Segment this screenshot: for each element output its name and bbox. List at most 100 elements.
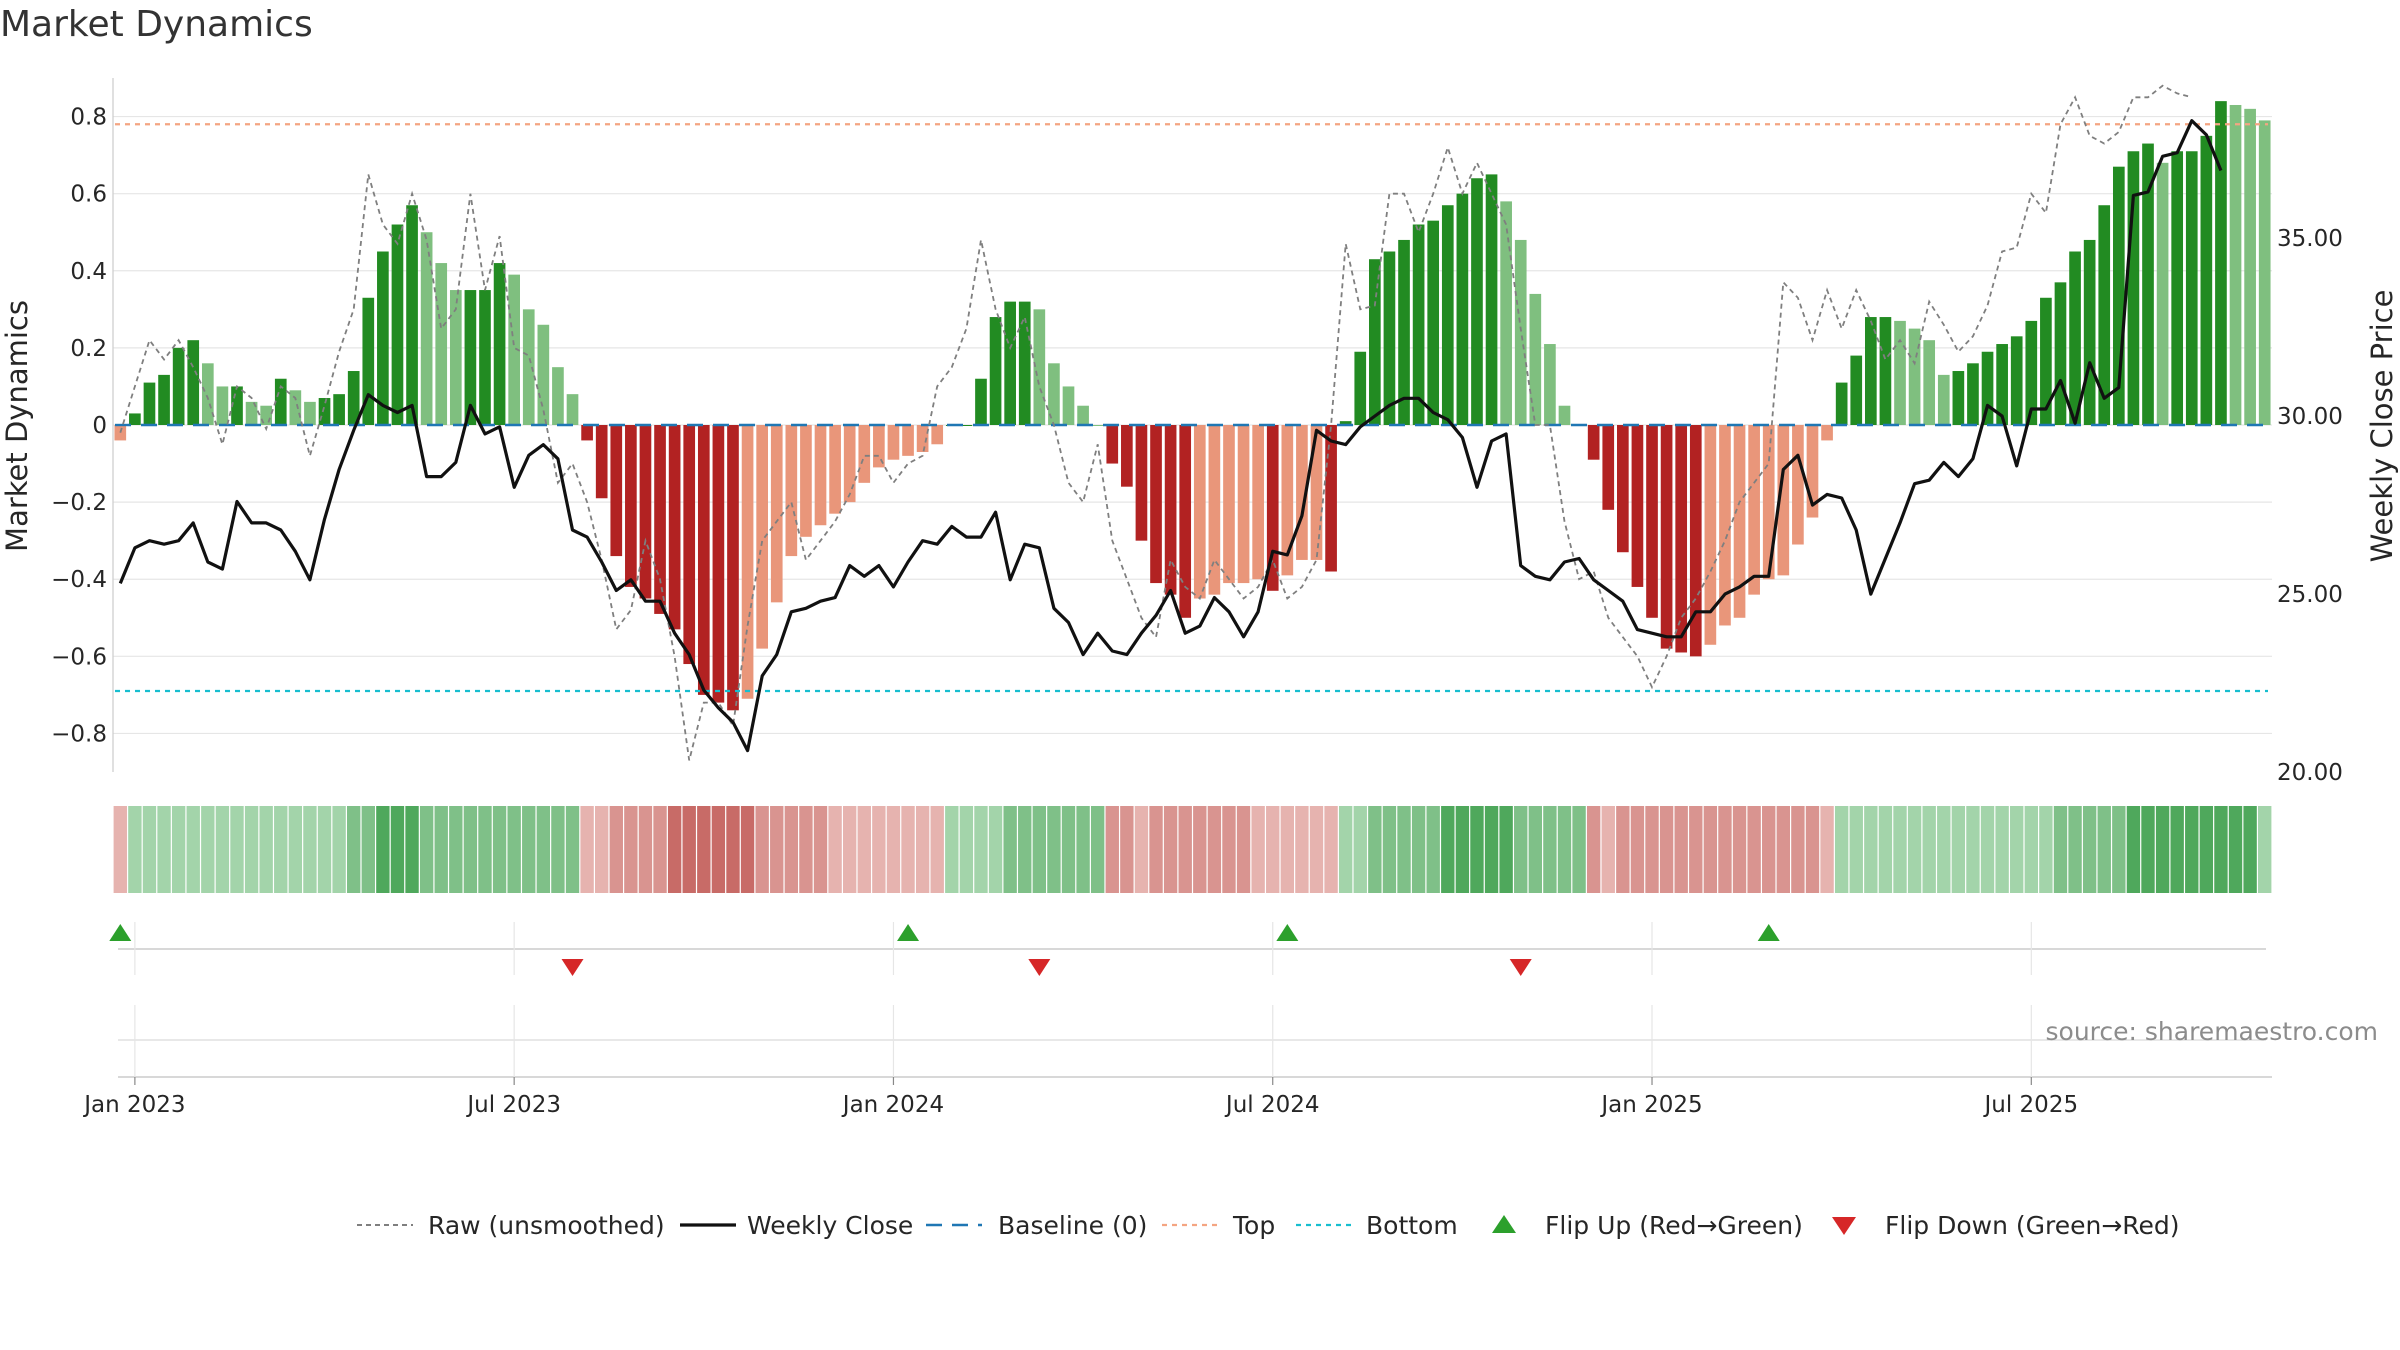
dynamics-bar (1062, 386, 1075, 425)
regime-cell (813, 806, 828, 893)
regime-cell (2214, 806, 2228, 893)
regime-cell (872, 806, 886, 893)
regime-cell (1484, 806, 1499, 893)
regime-cell (799, 806, 813, 893)
dynamics-bar (1208, 425, 1221, 595)
regime-cell (930, 806, 944, 893)
regime-cell (390, 806, 405, 893)
regime-cell (2082, 806, 2097, 893)
legend-swatch-flip-down (1832, 1217, 1856, 1235)
dynamics-bar (902, 425, 914, 456)
dynamics-bar (1164, 425, 1177, 595)
regime-cell (2155, 806, 2170, 893)
dynamics-bar (1310, 425, 1323, 560)
dynamics-bar (1296, 425, 1308, 560)
regime-cell (1470, 806, 1484, 893)
dynamics-bars (114, 101, 2271, 711)
dynamics-bar (347, 371, 360, 425)
y-tick-right: 30.00 (2277, 404, 2343, 430)
regime-cell (1193, 806, 1207, 893)
dynamics-bar (1762, 425, 1775, 580)
dynamics-bar (449, 290, 462, 425)
dynamics-bar (187, 340, 200, 425)
regime-cell (1630, 806, 1645, 893)
regime-cell (419, 806, 434, 893)
regime-cell (1514, 806, 1528, 893)
chart-title: Market Dynamics (0, 4, 313, 45)
regime-cell (2199, 806, 2214, 893)
regime-cell (1090, 806, 1105, 893)
regime-cell (1849, 806, 1863, 893)
regime-cell (1076, 806, 1090, 893)
regime-cell (478, 806, 492, 893)
y-tick-left: 0.4 (70, 259, 107, 285)
regime-cell (653, 806, 667, 893)
regime-cell (1762, 806, 1776, 893)
regime-cell (1980, 806, 1995, 893)
regime-cell (2024, 806, 2038, 893)
dynamics-bar (158, 374, 170, 425)
regime-cell (580, 806, 594, 893)
dynamics-bar (552, 367, 564, 425)
dynamics-bar (2244, 108, 2256, 425)
legend-item-baseline: Baseline (0) (926, 1211, 1147, 1240)
dynamics-bar (1106, 425, 1119, 464)
dynamics-bar (406, 205, 418, 425)
regime-cell (2053, 806, 2068, 893)
dynamics-bar (1237, 425, 1250, 584)
regime-cell (1368, 806, 1382, 893)
regime-cell (361, 806, 375, 893)
dynamics-bar (1864, 317, 1877, 425)
regime-cell (1397, 806, 1411, 893)
regime-cell (2097, 806, 2111, 893)
regime-cell (434, 806, 448, 893)
regime-cell (1703, 806, 1718, 893)
regime-cell (449, 806, 463, 893)
y-tick-right: 35.00 (2277, 226, 2343, 252)
regime-cell (1645, 806, 1659, 893)
regime-cell (1791, 806, 1805, 893)
x-tick-label: Jan 2024 (841, 1092, 944, 1118)
weekly-close-series (118, 119, 2223, 753)
dynamics-bar (143, 382, 156, 425)
regime-cell (332, 806, 346, 893)
regime-cell (1455, 806, 1470, 893)
dynamics-bar (1646, 425, 1658, 618)
regime-cell (901, 806, 915, 893)
regime-cell (1441, 806, 1455, 893)
dynamics-bar (610, 425, 623, 557)
dynamics-bar (1441, 205, 1454, 425)
regime-cell (1951, 806, 1966, 893)
dynamics-bar (274, 378, 287, 425)
legend-label: Raw (unsmoothed) (428, 1211, 665, 1240)
dynamics-bar (1500, 201, 1512, 425)
x-tick-label: Jul 2023 (465, 1092, 561, 1118)
regime-cell (1266, 806, 1280, 893)
regime-cell (711, 806, 726, 893)
dynamics-bar (1617, 425, 1629, 553)
regime-cell (303, 806, 317, 893)
regime-cell (1659, 806, 1674, 893)
regime-cell (1864, 806, 1878, 893)
dynamics-bar (1631, 425, 1644, 587)
regime-cell (1105, 806, 1119, 893)
regime-cell (201, 806, 215, 893)
dynamics-bar (129, 413, 141, 425)
regime-cell (244, 806, 259, 893)
y-tick-left: 0.2 (70, 336, 107, 362)
dynamics-bar (2258, 120, 2271, 426)
dynamics-bar (201, 363, 214, 425)
x-tick-label: Jul 2025 (1982, 1092, 2078, 1118)
dynamics-bar (1427, 220, 1440, 425)
regime-cell (1966, 806, 1980, 893)
flip-markers (109, 924, 2272, 1078)
flip-down-marker (1028, 959, 1051, 976)
y-tick-left: −0.2 (51, 490, 107, 516)
dynamics-bar (1150, 425, 1162, 584)
dynamics-bar (1792, 425, 1804, 545)
regime-cell (1163, 806, 1178, 893)
regime-cell (1732, 806, 1747, 893)
regime-cell (186, 806, 200, 893)
dynamics-bar (887, 425, 900, 460)
regime-cell (1324, 806, 1338, 893)
